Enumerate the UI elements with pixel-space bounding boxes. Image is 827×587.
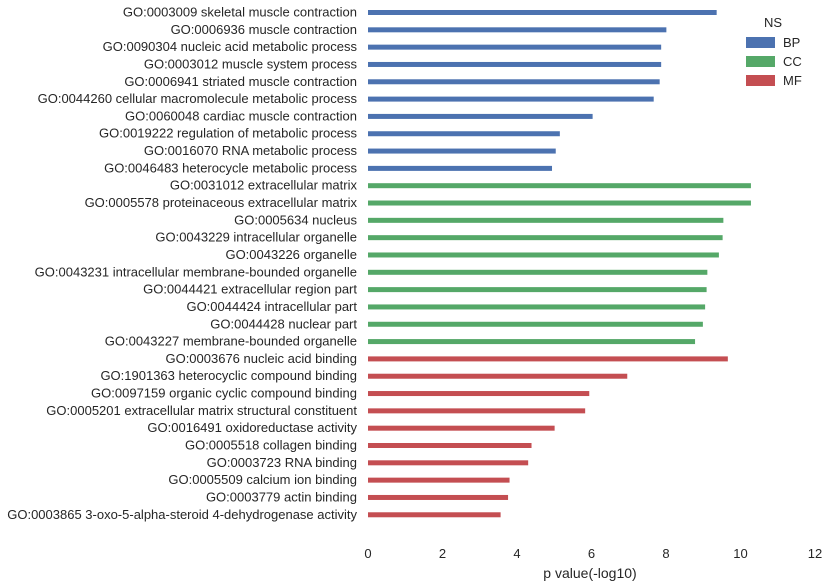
bar-cc	[368, 339, 696, 345]
category-label: GO:0090304 nucleic acid metabolic proces…	[103, 39, 358, 54]
category-label: GO:0003009 skeletal muscle contraction	[123, 5, 357, 20]
bar-mf	[368, 425, 555, 431]
x-tick-label: 6	[588, 546, 595, 561]
bar-bp	[368, 131, 560, 137]
category-label: GO:0003723 RNA binding	[207, 455, 357, 470]
category-label: GO:0044421 extracellular region part	[143, 282, 357, 297]
category-label: GO:0043226 organelle	[225, 247, 357, 262]
bar-cc	[368, 252, 719, 258]
bar-bp	[368, 61, 662, 67]
legend-label-cc: CC	[783, 54, 802, 69]
bar-cc	[368, 304, 706, 310]
bar-bp	[368, 148, 556, 154]
legend-swatch-bp	[746, 37, 775, 48]
bar-mf	[368, 494, 509, 500]
category-label: GO:1901363 heterocyclic compound binding	[100, 368, 357, 383]
x-tick-label: 10	[733, 546, 747, 561]
category-label: GO:0043227 membrane-bounded organelle	[105, 334, 357, 349]
bar-mf	[368, 477, 510, 483]
legend-label-bp: BP	[783, 35, 800, 50]
bar-bp	[368, 79, 660, 85]
x-axis-label: p value(-log10)	[543, 565, 636, 581]
bar-cc	[368, 217, 724, 223]
bar-bp	[368, 96, 654, 102]
category-label: GO:0003676 nucleic acid binding	[165, 351, 357, 366]
bars-group	[368, 10, 751, 518]
category-label: GO:0060048 cardiac muscle contraction	[125, 108, 357, 123]
x-tick-label: 8	[662, 546, 669, 561]
category-label: GO:0044424 intracellular part	[186, 299, 357, 314]
bar-cc	[368, 287, 707, 293]
x-tick-label: 4	[513, 546, 520, 561]
bar-mf	[368, 460, 529, 466]
category-label: GO:0003779 actin binding	[206, 489, 357, 504]
category-label: GO:0043229 intracellular organelle	[155, 230, 357, 245]
x-tick-label: 2	[439, 546, 446, 561]
bar-mf	[368, 391, 590, 397]
x-axis-ticks: 0 2 4 6 8 10 12	[364, 546, 822, 561]
bar-cc	[368, 183, 751, 189]
legend-swatch-cc	[746, 56, 775, 67]
category-label: GO:0005201 extracellular matrix structur…	[46, 403, 357, 418]
category-label: GO:0046483 heterocycle metabolic process	[104, 160, 357, 175]
bar-bp	[368, 44, 662, 50]
category-label: GO:0043231 intracellular membrane-bounde…	[35, 264, 357, 279]
category-label: GO:0044428 nuclear part	[210, 316, 357, 331]
category-labels: GO:0003009 skeletal muscle contraction GO…	[7, 5, 357, 522]
legend-title: NS	[764, 15, 782, 30]
category-label: GO:0005518 collagen binding	[185, 438, 357, 453]
category-label: GO:0044260 cellular macromolecule metabo…	[38, 91, 358, 106]
category-label: GO:0003865 3-oxo-5-alpha-steroid 4-dehyd…	[7, 507, 357, 522]
x-tick-label: 0	[364, 546, 371, 561]
legend-swatch-mf	[746, 75, 775, 86]
bar-bp	[368, 10, 717, 15]
category-label: GO:0005509 calcium ion binding	[168, 472, 357, 487]
category-label: GO:0097159 organic cyclic compound bindi…	[91, 386, 357, 401]
bar-cc	[368, 200, 751, 206]
bar-mf	[368, 356, 728, 362]
category-label: GO:0006936 muscle contraction	[171, 22, 357, 37]
bar-bp	[368, 165, 553, 171]
category-label: GO:0005634 nucleus	[234, 212, 357, 227]
legend: NS BP CC MF	[746, 15, 802, 88]
bar-cc	[368, 269, 708, 275]
legend-label-mf: MF	[783, 73, 802, 88]
category-label: GO:0031012 extracellular matrix	[170, 178, 358, 193]
x-tick-label: 12	[808, 546, 822, 561]
category-label: GO:0019222 regulation of metabolic proce…	[99, 126, 357, 141]
bar-bp	[368, 27, 667, 33]
category-label: GO:0006941 striated muscle contraction	[124, 74, 357, 89]
bar-mf	[368, 373, 628, 379]
bar-mf	[368, 408, 586, 414]
bar-mf	[368, 512, 501, 518]
bar-cc	[368, 321, 703, 327]
bar-mf	[368, 443, 532, 448]
bar-bp	[368, 113, 593, 119]
category-label: GO:0016491 oxidoreductase activity	[147, 420, 357, 435]
category-label: GO:0003012 muscle system process	[144, 56, 358, 71]
category-label: GO:0016070 RNA metabolic process	[144, 143, 358, 158]
bar-cc	[368, 235, 723, 241]
category-label: GO:0005578 proteinaceous extracellular m…	[85, 195, 358, 210]
